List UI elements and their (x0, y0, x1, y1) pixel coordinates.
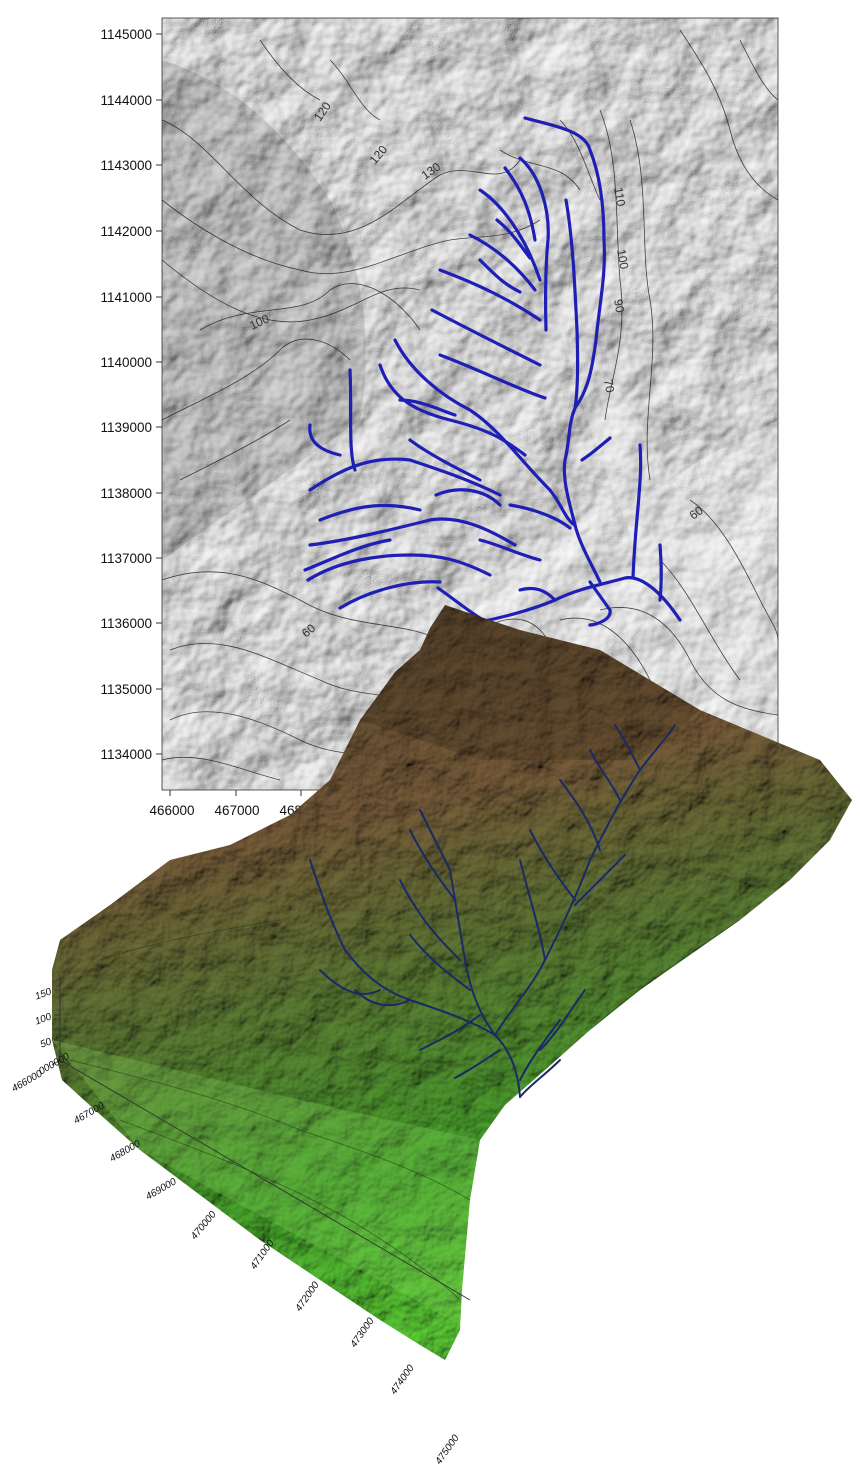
y-axis: 1145000 1144000 1143000 1142000 1141000 … (100, 27, 162, 762)
z-tick-label: 150 (34, 986, 54, 1002)
y-tick-label: 1144000 (100, 93, 152, 108)
x-tick-label: 467000 (214, 803, 259, 818)
y-tick-label: 1141000 (100, 290, 152, 305)
y-tick-label: 1145000 (100, 27, 152, 42)
axis-3d-tick-label: 471000 (248, 1238, 276, 1272)
axis-3d-tick-label: 466000 (10, 1068, 45, 1094)
contour-label: 70 (601, 378, 617, 394)
y-tick-label: 1137000 (100, 551, 152, 566)
x-tick-label: 466000 (149, 803, 194, 818)
axis-3d-tick-label: 469000 (144, 1176, 179, 1202)
contour-label: 90 (611, 298, 627, 314)
axis-3d-tick-label: 474000 (388, 1363, 416, 1397)
contour-label: 110 (611, 186, 628, 208)
y-tick-label: 1138000 (100, 486, 152, 501)
stream-network (303, 116, 682, 632)
axis-3d-tick-label: 473000 (348, 1316, 376, 1350)
axis-3d-tick-label: 472000 (293, 1280, 321, 1314)
contour-label: 100 (614, 248, 631, 270)
y-tick-label: 1140000 (100, 355, 152, 370)
axis-3d-tick-label: 468000 (108, 1138, 143, 1164)
y-tick-label: 1142000 (100, 224, 152, 239)
y-tick-label: 1136000 (100, 616, 152, 631)
y-tick-label: 1135000 (100, 682, 152, 697)
contour-lines (162, 29, 778, 781)
y-tick-label: 1139000 (100, 420, 152, 435)
y-tick-label: 1143000 (100, 158, 152, 173)
axis-3d-tick-label: 475000 (433, 1433, 461, 1467)
stream-network-3d (309, 724, 676, 1098)
axis-3d-tick-label: 470000 (189, 1209, 219, 1242)
y-tick-label: 1134000 (100, 747, 152, 762)
z-tick-label: 50 (39, 1036, 54, 1050)
hillshade-map (161, 17, 779, 791)
axis-3d (51, 975, 471, 1301)
z-tick-label: 100 (34, 1011, 54, 1027)
